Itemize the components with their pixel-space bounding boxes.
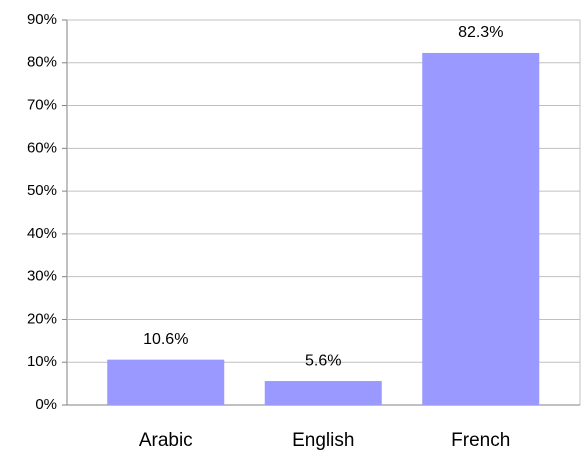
y-tick-label: 50% (27, 182, 57, 199)
y-tick-label: 30% (27, 268, 57, 285)
bar (422, 52, 540, 405)
bar (264, 381, 382, 405)
y-tick-label: 70% (27, 97, 57, 114)
y-tick-label: 10% (27, 353, 57, 370)
y-tick-label: 60% (27, 139, 57, 156)
x-tick-label: English (292, 430, 354, 451)
data-label: 82.3% (458, 24, 503, 41)
y-tick-label: 80% (27, 54, 57, 71)
y-tick-label: 0% (35, 396, 57, 413)
y-tick-label: 20% (27, 310, 57, 327)
data-label: 5.6% (305, 352, 341, 369)
bar (107, 359, 225, 405)
x-tick-label: Arabic (139, 430, 193, 451)
x-tick-label: French (451, 430, 510, 451)
y-tick-label: 40% (27, 225, 57, 242)
data-label: 10.6% (143, 331, 188, 348)
y-tick-label: 90% (27, 11, 57, 28)
